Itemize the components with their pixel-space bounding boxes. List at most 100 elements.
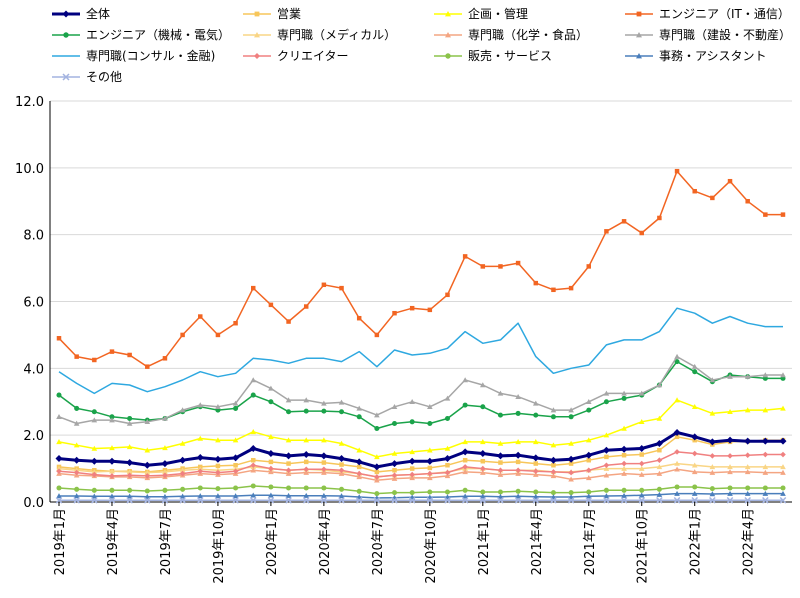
- data-point: [196, 454, 204, 462]
- data-point: [709, 469, 716, 475]
- data-point: [90, 496, 98, 504]
- data-point: [603, 487, 609, 493]
- data-point: [108, 457, 116, 465]
- data-point: [356, 405, 362, 411]
- data-point: [780, 490, 786, 496]
- data-point: [251, 457, 256, 463]
- data-point: [461, 496, 469, 504]
- data-point: [480, 465, 486, 472]
- data-point: [391, 460, 399, 468]
- data-point: [321, 485, 327, 491]
- data-point: [480, 404, 486, 410]
- data-point: [638, 445, 646, 453]
- data-point: [603, 465, 610, 471]
- data-point: [656, 464, 663, 470]
- data-point: [691, 496, 699, 504]
- data-point: [339, 285, 344, 291]
- data-point: [391, 420, 398, 426]
- data-point: [568, 476, 574, 482]
- legend-label: 販売・サービス: [468, 48, 552, 63]
- y-tick-label: 6.0: [23, 296, 44, 311]
- data-point: [374, 477, 380, 483]
- data-point: [373, 463, 381, 471]
- legend-item: 営業: [243, 7, 301, 21]
- data-point: [427, 475, 433, 481]
- legend-swatch-marker: [254, 32, 260, 38]
- data-point: [373, 496, 381, 504]
- data-point: [409, 471, 415, 478]
- data-point: [74, 486, 80, 492]
- data-point: [603, 496, 610, 504]
- data-point: [780, 469, 786, 475]
- data-point: [568, 490, 574, 496]
- data-point: [321, 408, 327, 414]
- data-point: [374, 412, 380, 418]
- data-point: [480, 458, 486, 464]
- data-point: [761, 437, 769, 445]
- legend-item: 専門職（建設・不動産）: [625, 27, 791, 42]
- data-point: [603, 472, 610, 478]
- data-point: [497, 440, 504, 446]
- data-point: [780, 372, 786, 378]
- x-tick-label: 2020年10月: [424, 508, 439, 584]
- series-4: [56, 168, 786, 369]
- data-point: [744, 452, 751, 459]
- data-point: [109, 473, 115, 479]
- data-point: [303, 466, 310, 473]
- data-point: [621, 395, 627, 401]
- data-point: [409, 398, 415, 404]
- data-point: [550, 414, 556, 420]
- data-point: [515, 393, 521, 399]
- data-point: [109, 445, 115, 451]
- data-point: [162, 356, 168, 361]
- data-point: [286, 409, 292, 415]
- data-point: [657, 215, 662, 221]
- legend-swatch-marker: [254, 11, 260, 17]
- data-point: [780, 451, 786, 458]
- legend-label: クリエイター: [277, 49, 349, 63]
- data-point: [462, 439, 468, 445]
- series-9: [58, 307, 783, 395]
- data-point: [409, 305, 415, 311]
- data-point: [462, 377, 468, 383]
- data-point: [656, 496, 663, 504]
- data-point: [391, 475, 398, 481]
- data-point: [762, 496, 769, 504]
- series-line: [58, 436, 783, 473]
- data-point: [427, 420, 433, 426]
- data-point: [498, 460, 503, 465]
- data-point: [215, 332, 221, 338]
- data-point: [91, 417, 98, 423]
- data-point: [515, 470, 521, 476]
- data-point: [250, 462, 257, 469]
- data-point: [233, 463, 238, 468]
- data-point: [444, 469, 451, 476]
- data-point: [620, 445, 628, 453]
- data-point: [215, 486, 221, 492]
- data-point: [391, 450, 398, 456]
- legend-item: 全体: [52, 6, 110, 21]
- data-point: [691, 469, 698, 475]
- data-point: [126, 472, 133, 479]
- legend-swatch-marker: [63, 32, 69, 38]
- data-point: [638, 390, 645, 396]
- data-point: [249, 496, 257, 504]
- data-point: [780, 485, 786, 491]
- data-point: [638, 471, 645, 477]
- data-point: [374, 474, 380, 480]
- data-point: [179, 493, 186, 499]
- legend-item: エンジニア（IT・通信）: [625, 7, 790, 21]
- data-point: [91, 487, 97, 493]
- data-point: [55, 496, 63, 504]
- data-point: [427, 403, 433, 410]
- data-point: [426, 457, 434, 465]
- data-point: [621, 452, 627, 458]
- data-point: [392, 310, 397, 316]
- data-point: [550, 407, 557, 413]
- data-point: [233, 320, 238, 326]
- data-point: [480, 469, 486, 475]
- data-point: [744, 373, 751, 379]
- data-point: [197, 435, 204, 441]
